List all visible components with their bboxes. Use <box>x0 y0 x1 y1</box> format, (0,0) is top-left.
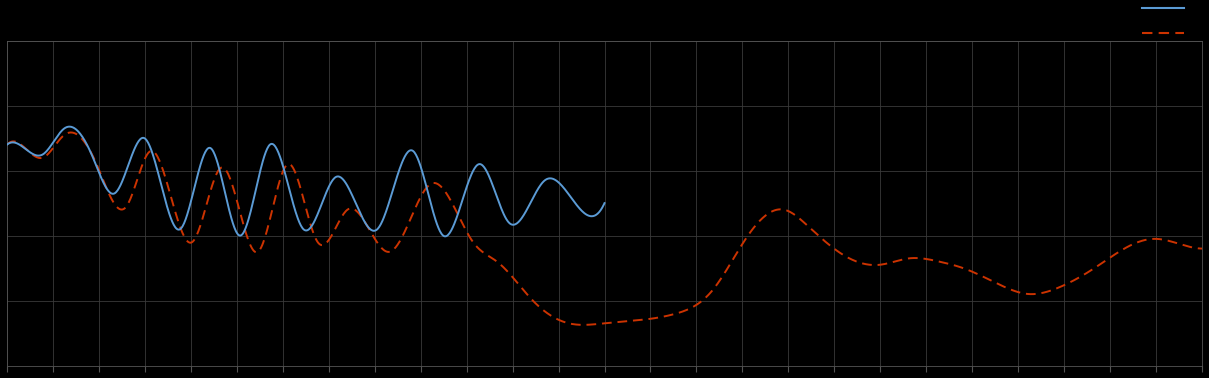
Legend: , : , <box>1143 2 1196 41</box>
